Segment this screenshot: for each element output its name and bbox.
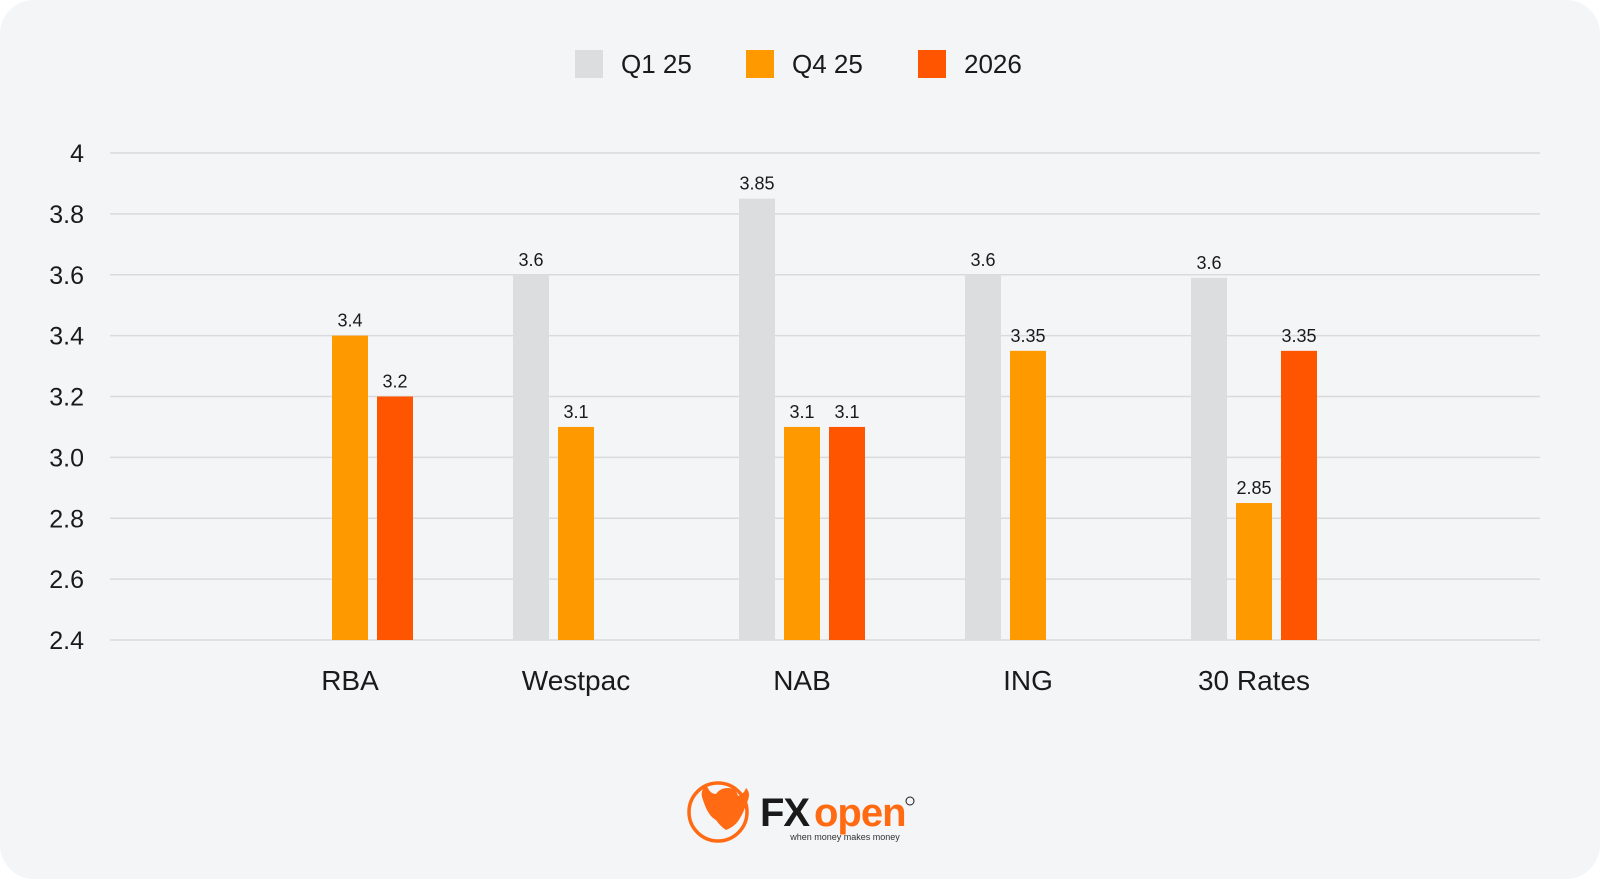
data-label: 2.85 [1236,478,1271,498]
x-tick-label: ING [1003,665,1053,696]
brand-name-fx: FX [760,791,810,835]
y-tick-label: 2.4 [49,627,84,655]
legend-swatch [575,50,603,78]
bull-logo-icon [687,781,749,843]
y-tick-label: 3.4 [49,323,84,351]
y-tick-label: 4 [70,140,84,168]
y-tick-label: 3.6 [49,262,84,290]
legend-label: Q1 25 [621,49,692,79]
legend-label: Q4 25 [792,49,863,79]
brand-name-open: open [814,791,906,835]
legend-swatch [746,50,774,78]
bar [1236,503,1272,640]
x-tick-label: Westpac [522,665,630,696]
data-label: 3.2 [382,372,407,392]
bar [739,198,775,640]
brand-tagline: when money makes money [789,832,900,842]
bar [965,274,1001,640]
y-tick-label: 3.0 [49,444,84,472]
data-label: 3.6 [518,250,543,270]
bar [1010,350,1046,640]
y-tick-label: 3.8 [49,201,84,229]
data-label: 3.4 [337,311,362,331]
x-tick-label: 30 Rates [1198,665,1310,696]
data-label: 3.35 [1281,326,1316,346]
x-tick-label: RBA [321,665,379,696]
legend-label: 2026 [964,49,1022,79]
bull-head-icon [701,786,749,830]
bar [1281,350,1317,640]
bar [332,335,368,640]
y-tick-label: 2.8 [49,505,84,533]
data-label: 3.6 [1196,253,1221,273]
data-label: 3.6 [970,250,995,270]
bar [513,274,549,640]
bar [784,426,820,640]
bar [377,396,413,640]
y-tick-label: 2.6 [49,566,84,594]
x-tick-label: NAB [773,665,831,696]
data-label: 3.1 [789,402,814,422]
data-label: 3.1 [563,402,588,422]
data-label: 3.85 [739,174,774,194]
bar [1191,277,1227,640]
registered-mark-icon [905,796,915,806]
bar [558,426,594,640]
data-label: 3.1 [834,402,859,422]
data-label: 3.35 [1010,326,1045,346]
y-tick-label: 3.2 [49,384,84,412]
legend-swatch [918,50,946,78]
bar [829,426,865,640]
